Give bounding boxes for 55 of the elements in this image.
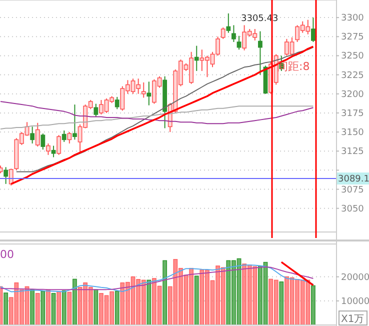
candlestick: [72, 104, 77, 140]
bar: [194, 276, 199, 326]
candlestick: [30, 126, 35, 144]
candlestick: [141, 82, 146, 98]
candlestick: [232, 24, 236, 42]
candlestick: [226, 12, 231, 34]
candlestick: [51, 145, 56, 158]
candlestick: [236, 35, 242, 50]
candlestick: [311, 17, 316, 42]
y-tick-label: 3075: [341, 185, 364, 196]
candlestick: [40, 133, 46, 150]
candlestick: [35, 122, 40, 148]
y-tick-label: 3300: [341, 14, 364, 24]
y-tick-label: 3150: [341, 128, 364, 138]
bar: [46, 290, 50, 326]
bar: [4, 292, 8, 326]
bar: [162, 260, 168, 326]
y-tick-label: 3275: [341, 32, 364, 43]
line-series: [280, 261, 314, 286]
y-tick-label: 10000: [341, 296, 369, 307]
y-tick-label: 3250: [341, 52, 364, 62]
candlestick: [8, 168, 14, 186]
candlestick: [220, 26, 226, 40]
candlestick: [94, 103, 98, 118]
y-tick-label: 3175: [341, 108, 364, 119]
y-tick-label: 3225: [341, 70, 364, 81]
y-axis-title: X1万: [341, 314, 364, 325]
y-tick-label: 3200: [341, 90, 364, 100]
bar: [30, 289, 35, 326]
bar: [40, 290, 46, 326]
candlestick: [146, 81, 152, 106]
ref-line-label: 3089.1: [338, 174, 369, 185]
bar: [35, 293, 40, 326]
bar: [62, 290, 66, 326]
bar: [72, 278, 77, 326]
bar: [114, 290, 120, 326]
bar: [146, 280, 152, 326]
bar: [279, 281, 284, 326]
candlestick: [56, 134, 62, 156]
bar: [311, 285, 316, 326]
candlestick: [67, 132, 72, 144]
annotation: 间距:8: [277, 60, 310, 73]
candlestick: [46, 142, 50, 156]
y-tick-label: 20000: [341, 272, 369, 283]
bar: [67, 292, 72, 326]
candlestick: [194, 45, 199, 72]
candlestick: [114, 96, 120, 110]
annotation: 00: [0, 248, 14, 261]
candlestick: [4, 166, 8, 184]
y-tick-label: 3125: [341, 147, 364, 158]
bar: [56, 291, 62, 326]
bar: [94, 289, 98, 326]
y-tick-label: 3050: [341, 204, 364, 214]
candlestick: [258, 30, 262, 76]
candlestick: [62, 130, 66, 142]
